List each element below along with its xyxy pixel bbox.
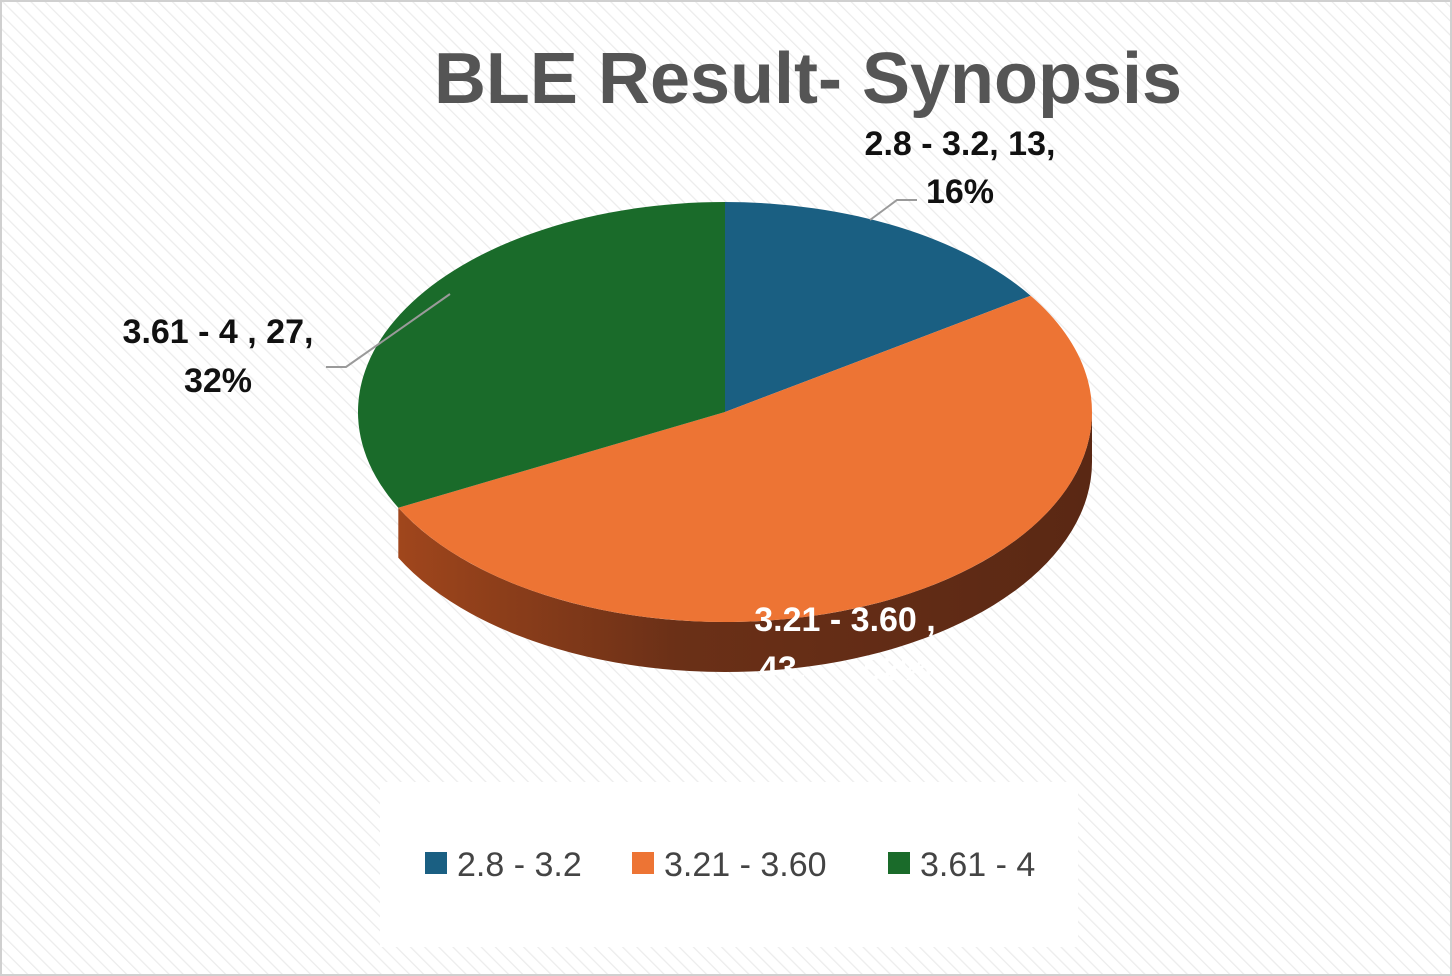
data-label-s1-line-1: 2.8 - 3.2, 13, [865, 125, 1056, 163]
pie-slice-s2[interactable] [398, 295, 1092, 622]
data-label-s1-line-2: 16% [926, 173, 994, 211]
pie-slice-s1[interactable] [725, 202, 1031, 412]
data-label-s2-line-1: 3.21 - 3.60 , [754, 601, 935, 639]
pie-slice-s3[interactable] [357, 202, 725, 508]
legend: 2.8 - 3.2 3.21 - 3.60 3.61 - 4 [425, 846, 1035, 884]
data-label-s3-line-1: 3.61 - 4 , 27, [123, 313, 314, 351]
data-labels: 2.8 - 3.2, 13, 16% 3.21 - 3.60 , 43, 52% 3.6… [123, 125, 1056, 688]
pie-group [357, 202, 1092, 673]
chart-title: BLE Result- Synopsis [434, 39, 1182, 119]
data-label-s3-line-2: 32% [184, 362, 252, 400]
legend-label-s3: 3.61 - 4 [920, 846, 1035, 884]
legend-box [380, 782, 1078, 947]
legend-swatch-s3 [888, 852, 910, 874]
legend-swatch-s2 [632, 852, 654, 874]
data-label-s2-line-2: 43, 52% [759, 650, 931, 688]
leader-line-s3 [326, 293, 451, 368]
legend-swatch-s1 [425, 852, 447, 874]
legend-label-s1: 2.8 - 3.2 [457, 846, 582, 884]
legend-label-s2: 3.21 - 3.60 [664, 846, 827, 884]
leader-line-s1 [869, 199, 917, 221]
pie-side-wall [398, 412, 1092, 673]
